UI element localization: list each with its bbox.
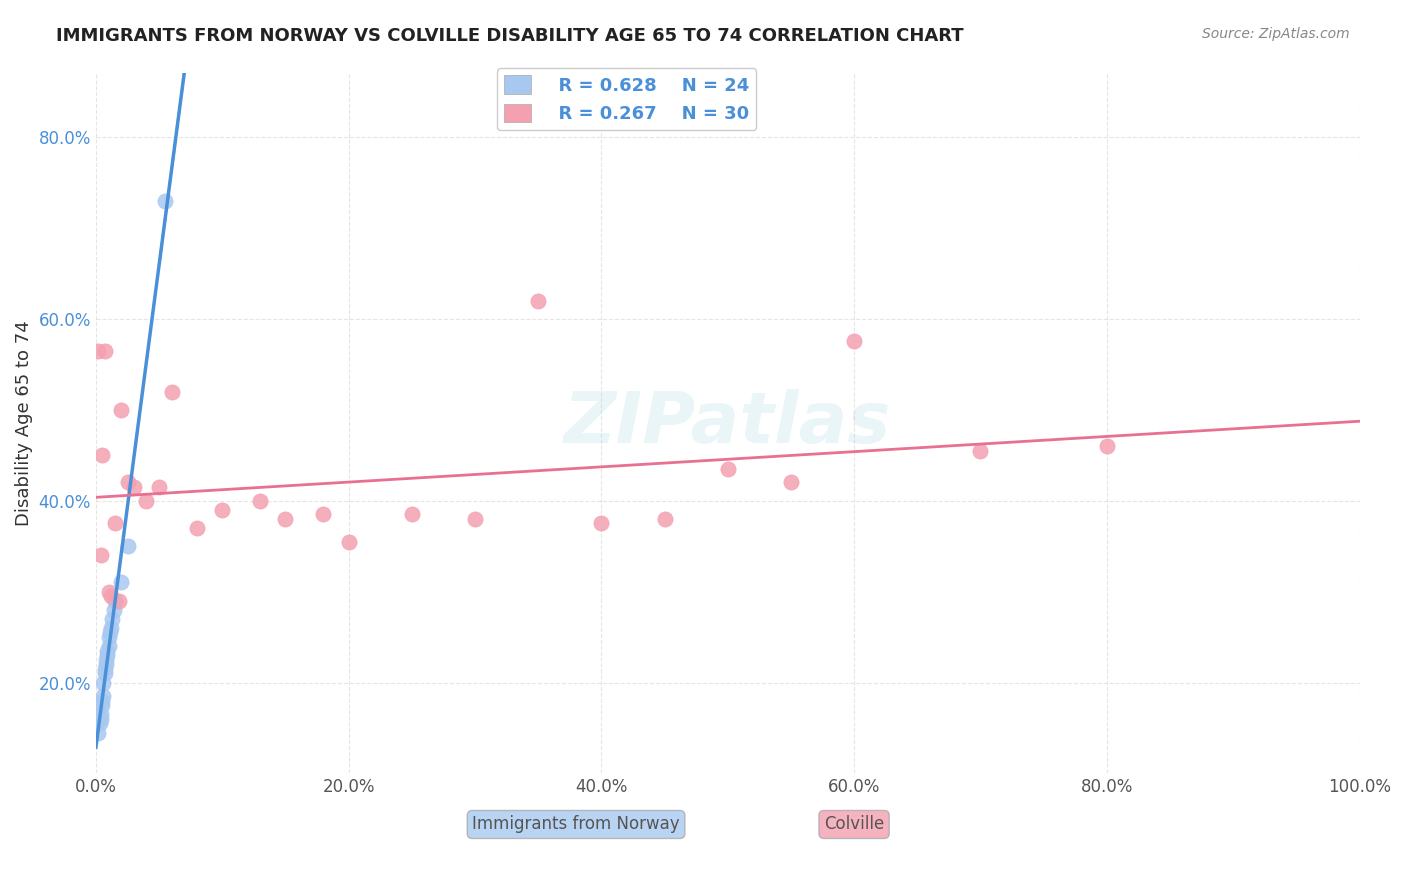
Point (96, 643, 118, 657)
Point (312, 508, 335, 522)
Point (101, 612, 124, 626)
Point (100, 589, 122, 603)
Point (91, 448, 114, 462)
Point (337, 534, 360, 549)
Point (842, 334, 865, 349)
Point (100, 621, 122, 635)
Point (107, 593, 129, 607)
Point (135, 493, 157, 508)
Point (117, 475, 139, 490)
Point (1095, 439, 1118, 453)
Point (98, 625, 121, 640)
Point (401, 508, 423, 522)
Point (211, 502, 233, 516)
Point (464, 512, 486, 526)
Point (87, 725, 110, 739)
Text: Colville: Colville (824, 815, 884, 833)
Text: IMMIGRANTS FROM NORWAY VS COLVILLE DISABILITY AGE 65 TO 74 CORRELATION CHART: IMMIGRANTS FROM NORWAY VS COLVILLE DISAB… (56, 27, 965, 45)
Point (97, 639, 120, 653)
Point (91, 694, 114, 708)
Point (90, 548, 112, 562)
Point (122, 480, 145, 494)
Point (969, 443, 991, 458)
Point (94, 662, 117, 676)
Text: Source: ZipAtlas.com: Source: ZipAtlas.com (1202, 27, 1350, 41)
Point (160, 384, 183, 399)
Point (591, 516, 613, 531)
Point (90, 707, 112, 722)
Point (780, 475, 803, 490)
Point (717, 462, 740, 476)
Text: ZIPatlas: ZIPatlas (564, 389, 891, 458)
Point (94, 657, 117, 672)
Legend:   R = 0.628    N = 24,   R = 0.267    N = 30: R = 0.628 N = 24, R = 0.267 N = 30 (496, 69, 756, 130)
Point (97, 584, 120, 599)
Point (94, 666, 117, 681)
Point (148, 480, 170, 494)
Point (110, 402, 132, 417)
Point (274, 512, 297, 526)
Point (97, 630, 120, 644)
Point (527, 293, 550, 308)
Point (103, 603, 125, 617)
Text: Immigrants from Norway: Immigrants from Norway (472, 815, 681, 833)
Point (93, 675, 115, 690)
Y-axis label: Disability Age 65 to 74: Disability Age 65 to 74 (15, 320, 32, 526)
Point (117, 539, 139, 553)
Point (104, 593, 127, 607)
Point (104, 516, 127, 531)
Point (94, 343, 117, 358)
Point (110, 575, 132, 590)
Point (90, 712, 112, 726)
Point (186, 521, 208, 535)
Point (94, 653, 117, 667)
Point (93, 689, 115, 703)
Point (654, 512, 676, 526)
Point (91, 698, 114, 713)
Point (87, 343, 110, 358)
Point (249, 493, 271, 508)
Point (89, 716, 111, 731)
Point (96, 648, 118, 663)
Point (155, 194, 177, 208)
